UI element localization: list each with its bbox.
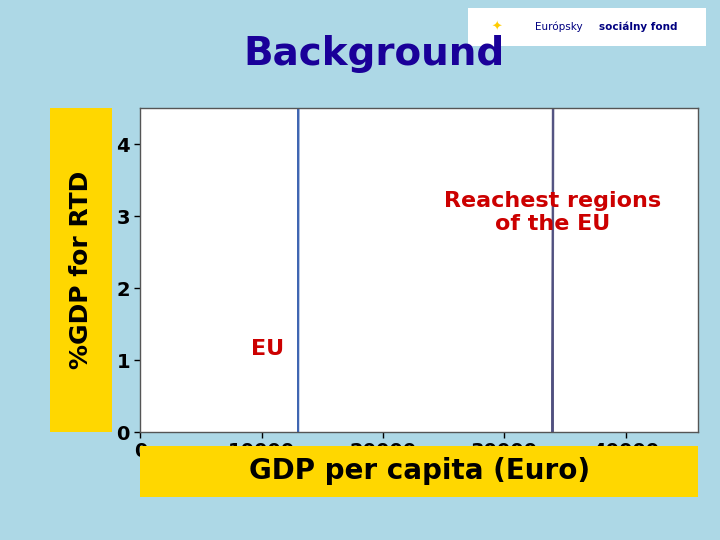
Text: sociálny fond: sociálny fond xyxy=(599,22,678,32)
Text: ✦: ✦ xyxy=(491,21,502,33)
Text: Reachest regions
of the EU: Reachest regions of the EU xyxy=(444,191,662,234)
Text: EU: EU xyxy=(251,339,284,359)
Text: Európsky: Európsky xyxy=(534,22,585,32)
Text: GDP per capita (Euro): GDP per capita (Euro) xyxy=(249,457,590,485)
Ellipse shape xyxy=(487,0,619,540)
Text: Background: Background xyxy=(244,35,505,73)
Text: %GDP for RTD: %GDP for RTD xyxy=(69,171,93,369)
Ellipse shape xyxy=(208,0,388,540)
